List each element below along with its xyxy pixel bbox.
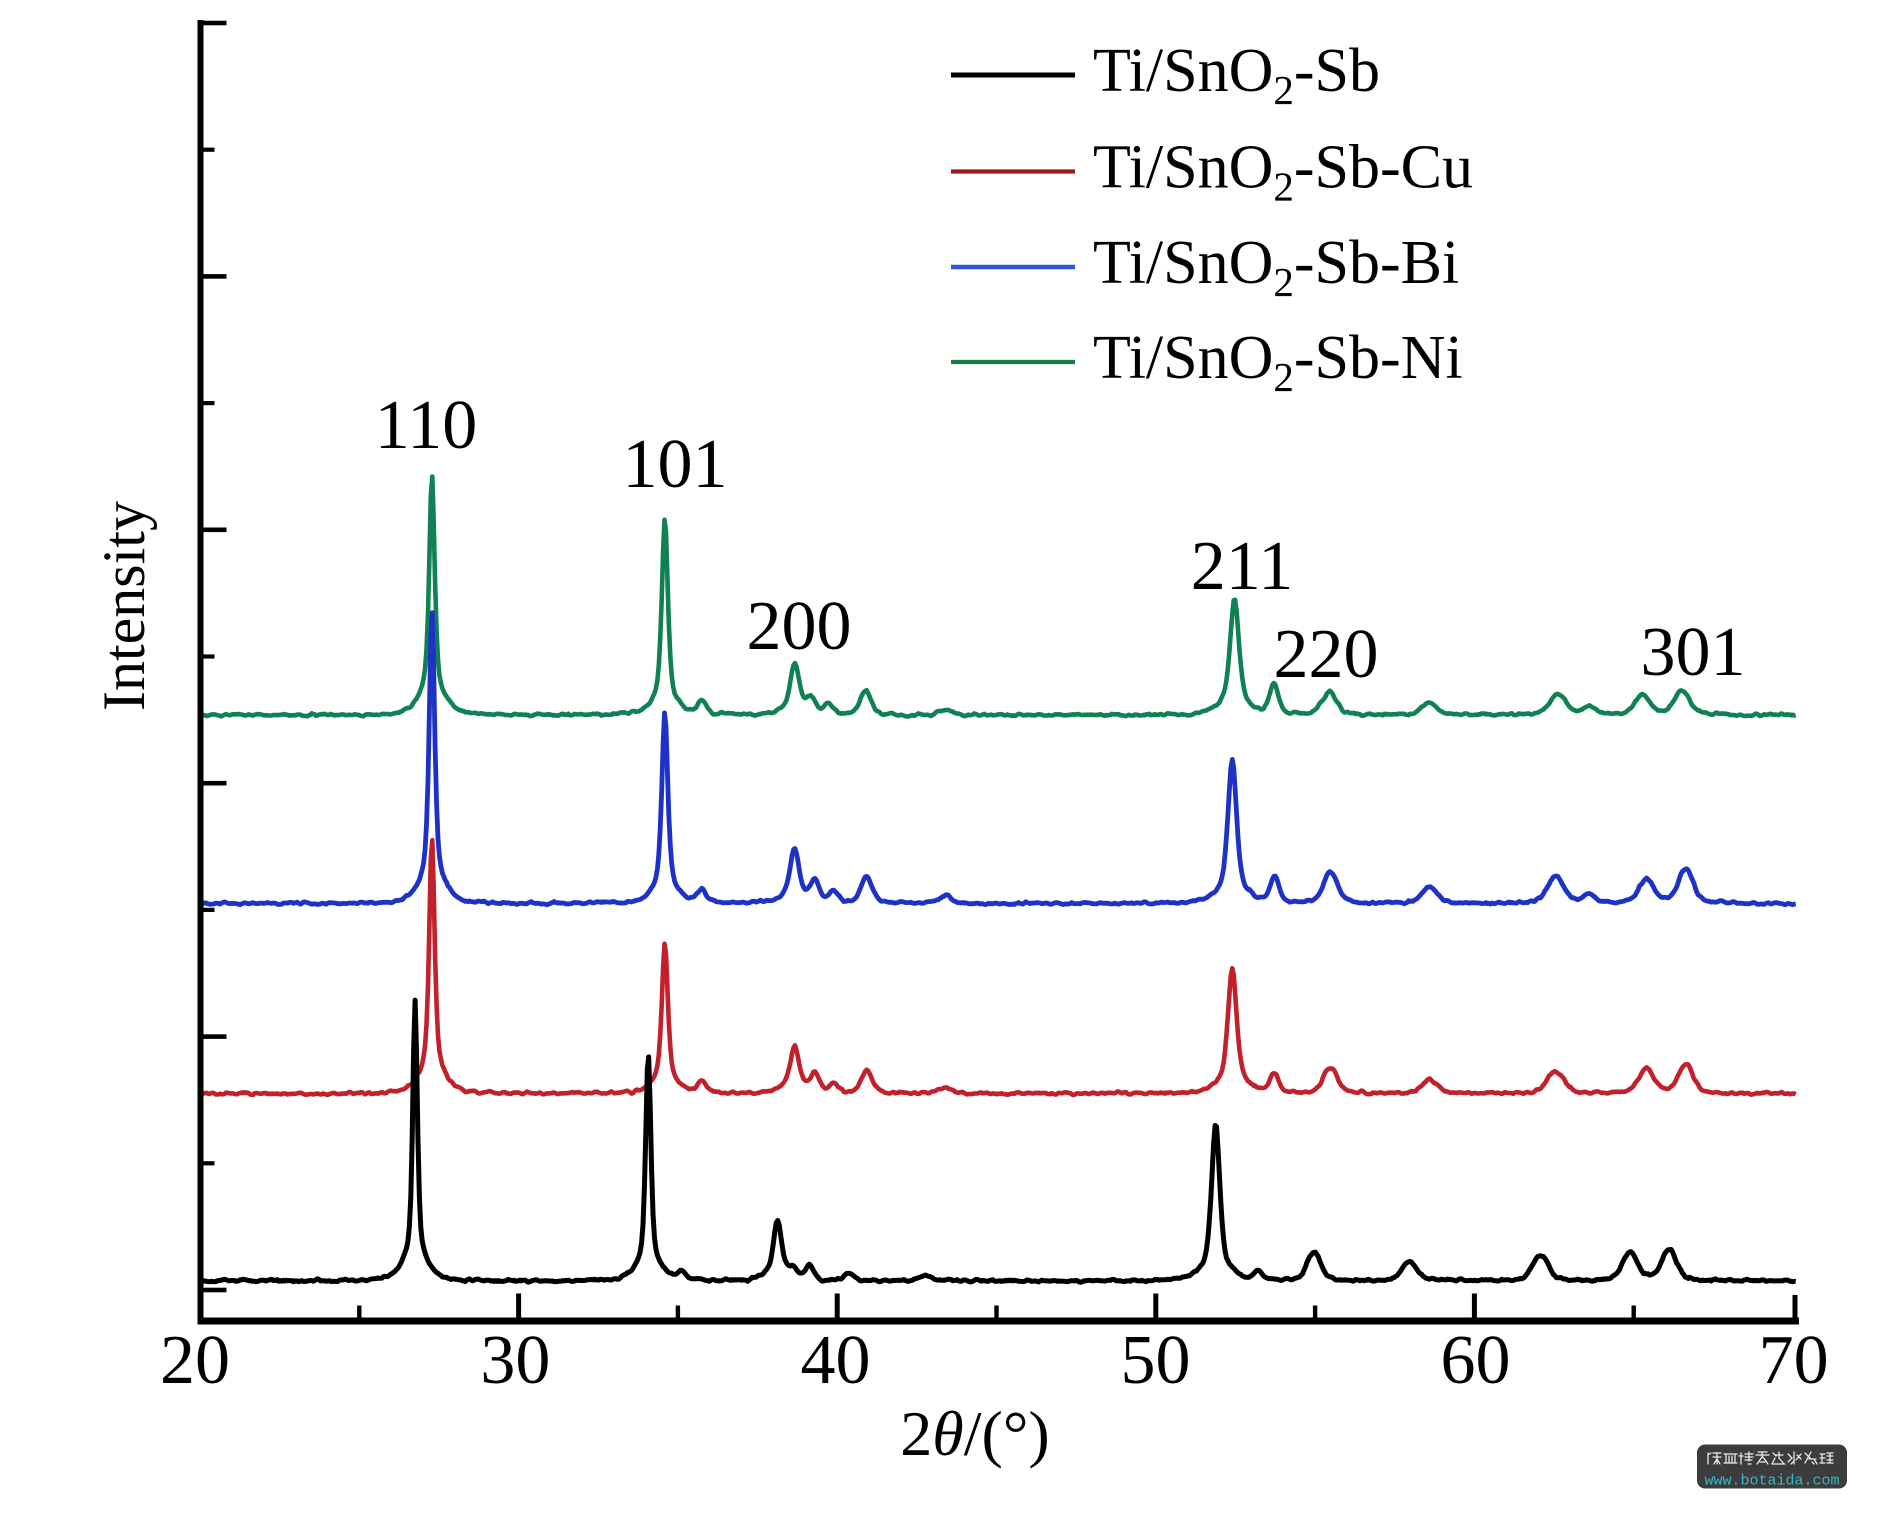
svg-text:101: 101 — [623, 426, 728, 503]
svg-text:211: 211 — [1191, 528, 1293, 605]
svg-text:Ti/SnO2-Sb: Ti/SnO2-Sb — [1093, 37, 1380, 113]
svg-text:40: 40 — [801, 1322, 871, 1399]
svg-text:301: 301 — [1641, 614, 1746, 691]
svg-text:30: 30 — [480, 1322, 550, 1399]
svg-text:60: 60 — [1441, 1322, 1511, 1399]
svg-text:Ti/SnO2-Sb-Bi: Ti/SnO2-Sb-Bi — [1093, 229, 1459, 305]
svg-text:www.botaida.com: www.botaida.com — [1704, 1473, 1839, 1490]
svg-text:200: 200 — [747, 588, 852, 665]
svg-text:Intensity: Intensity — [91, 501, 157, 711]
svg-text:110: 110 — [375, 387, 477, 464]
svg-text:220: 220 — [1274, 616, 1379, 693]
svg-text:70: 70 — [1759, 1322, 1829, 1399]
svg-text:2θ/(°): 2θ/(°) — [900, 1398, 1049, 1469]
svg-text:Ti/SnO2-Sb-Ni: Ti/SnO2-Sb-Ni — [1093, 324, 1463, 400]
svg-text:20: 20 — [160, 1322, 230, 1399]
svg-text:50: 50 — [1121, 1322, 1191, 1399]
